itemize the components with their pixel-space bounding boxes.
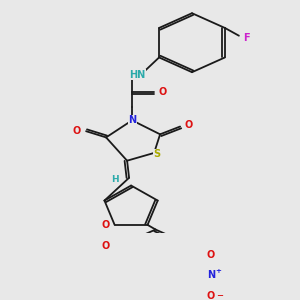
Text: O: O — [101, 241, 110, 251]
Text: O: O — [207, 290, 215, 300]
Text: O: O — [207, 250, 215, 260]
Text: +: + — [215, 268, 221, 274]
Text: O: O — [73, 126, 81, 136]
Text: −: − — [216, 291, 223, 300]
Text: O: O — [185, 120, 193, 130]
Text: N: N — [207, 270, 215, 280]
Text: N: N — [128, 115, 136, 125]
Text: H: H — [111, 175, 119, 184]
Text: S: S — [154, 149, 161, 160]
Text: O: O — [159, 87, 167, 97]
Text: O: O — [101, 220, 110, 230]
Text: F: F — [244, 33, 250, 43]
Text: HN: HN — [129, 70, 145, 80]
